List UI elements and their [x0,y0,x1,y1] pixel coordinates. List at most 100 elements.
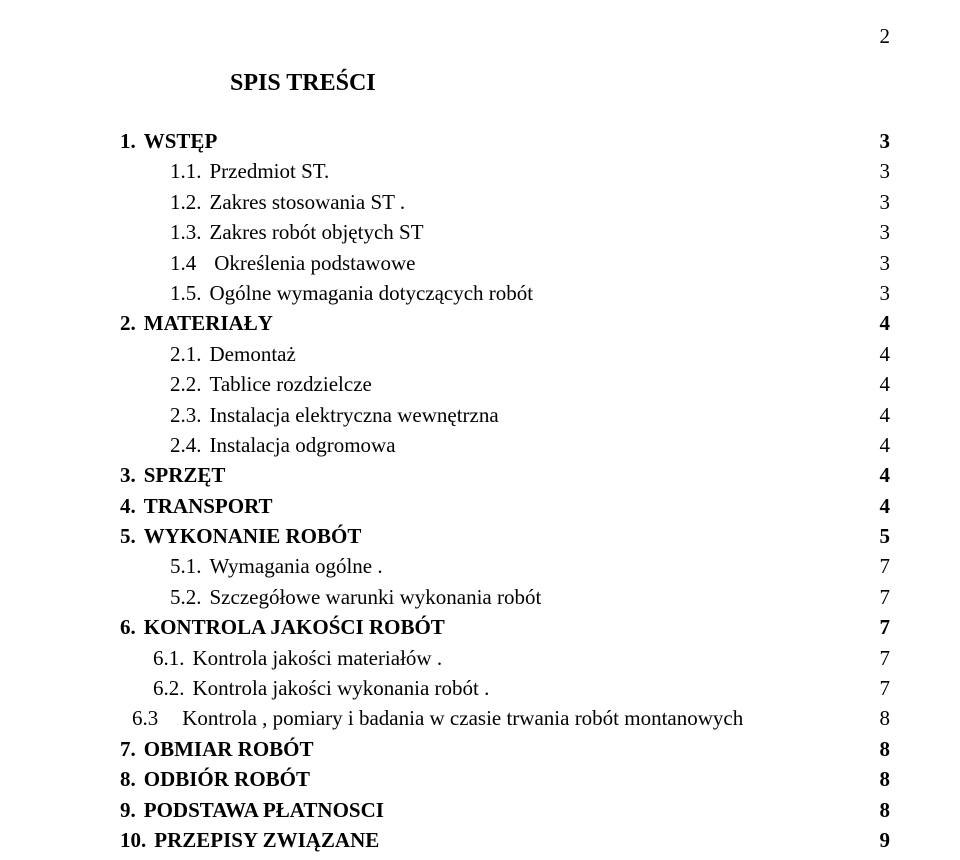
toc-entry: 1.1.Przedmiot ST.3 [120,157,890,186]
toc-entry: 6.1.Kontrola jakości materiałów .7 [120,644,890,673]
toc-entry-page: 8 [860,796,890,825]
toc-title: SPIS TREŚCI [230,70,890,97]
toc-entry-page: 7 [860,644,890,673]
toc-entry-label: OBMIAR ROBÓT [144,735,314,764]
toc-entry: 1.4Określenia podstawowe3 [120,249,890,278]
toc-content: SPIS TREŚCI 1.WSTĘP31.1.Przedmiot ST.31.… [0,0,960,855]
toc-entry-number: 10. [120,826,146,855]
toc-entry-left: 10. PRZEPISY ZWIĄZANE [120,826,860,855]
toc-entry-label: Przedmiot ST. [210,157,330,186]
toc-entry-page: 7 [860,552,890,581]
toc-entry-page: 4 [860,461,890,490]
toc-entry-page: 8 [860,765,890,794]
toc-entry-number: 3. [120,461,136,490]
toc-entry-label: Zakres robót objętych ST [210,218,424,247]
toc-entry-page: 7 [860,583,890,612]
toc-entry-number: 2. [120,309,136,338]
toc-entry: 2. MATERIAŁY 4 [120,309,890,338]
toc-entry-page: 3 [860,157,890,186]
toc-entry-left: 7. OBMIAR ROBÓT [120,735,860,764]
toc-entry-label: Kontrola jakości wykonania robót . [193,674,490,703]
toc-entry-number: 1.2. [170,188,202,217]
toc-entry: 5. WYKONANIE ROBÓT 5 [120,522,890,551]
toc-entry: 1.2. Zakres stosowania ST . 3 [120,188,890,217]
toc-entry: 7. OBMIAR ROBÓT 8 [120,735,890,764]
toc-entry: 2.4.Instalacja odgromowa4 [120,431,890,460]
toc-entry-label: PRZEPISY ZWIĄZANE [154,826,379,855]
toc-entry: 6.2. Kontrola jakości wykonania robót . 7 [120,674,890,703]
toc-entry-number: 2.3. [170,401,202,430]
toc-entry-page: 4 [860,340,890,369]
toc-entry-number: 1. [120,127,136,156]
toc-entry-number: 7. [120,735,136,764]
toc-entry: 8. ODBIÓR ROBÓT 8 [120,765,890,794]
toc-entry-label: Tablice rozdzielcze [210,370,372,399]
toc-entry-left: 2.3. Instalacja elektryczna wewnętrzna [170,401,860,430]
toc-entry-page: 3 [860,188,890,217]
toc-entry-number: 6. [120,613,136,642]
toc-entry-label: Wymagania ogólne . [210,552,383,581]
toc-entry-label: Demontaż [210,340,296,369]
toc-entry-label: WYKONANIE ROBÓT [144,522,362,551]
toc-entry-page: 4 [860,492,890,521]
toc-entry-label: MATERIAŁY [144,309,273,338]
toc-entry-number: 9. [120,796,136,825]
toc-entry-number: 6.3 [132,704,158,733]
toc-entry: 1.5.Ogólne wymagania dotyczących robót3 [120,279,890,308]
toc-entry-left: 3. SPRZĘT [120,461,860,490]
toc-entry-page: 7 [860,613,890,642]
toc-entry: 5.1. Wymagania ogólne . 7 [120,552,890,581]
toc-entry: 9. PODSTAWA PŁATNOSCI 8 [120,796,890,825]
toc-entry-page: 5 [860,522,890,551]
toc-entry-label: Szczegółowe warunki wykonania robót [210,583,542,612]
toc-entry-left: 1.4Określenia podstawowe [170,249,860,278]
toc-entry-left: 1.5.Ogólne wymagania dotyczących robót [170,279,860,308]
toc-list: 1.WSTĘP31.1.Przedmiot ST.31.2.Zakres sto… [120,127,890,855]
toc-entry: 2.1. Demontaż 4 [120,340,890,369]
toc-entry-page: 4 [860,401,890,430]
toc-entry-label: SPRZĘT [144,461,226,490]
toc-entry-label: Zakres stosowania ST . [210,188,406,217]
toc-entry-left: 2. MATERIAŁY [120,309,860,338]
toc-entry-left: 5. WYKONANIE ROBÓT [120,522,860,551]
toc-entry-number: 1.5. [170,279,202,308]
toc-entry-label: ODBIÓR ROBÓT [144,765,310,794]
toc-entry-page: 3 [860,127,890,156]
toc-entry-label: Instalacja elektryczna wewnętrzna [210,401,499,430]
toc-entry-left: 5.1. Wymagania ogólne . [170,552,860,581]
toc-entry-left: 1.3.Zakres robót objętych ST [170,218,860,247]
toc-entry: 1.WSTĘP3 [120,127,890,156]
toc-entry-page: 8 [860,704,890,733]
toc-entry: 5.2. Szczegółowe warunki wykonania robót 7 [120,583,890,612]
toc-entry-label: TRANSPORT [144,492,273,521]
toc-entry-left: 4. TRANSPORT [120,492,860,521]
toc-entry-left: 8. ODBIÓR ROBÓT [120,765,860,794]
toc-entry-page: 3 [860,249,890,278]
page-number: 2 [880,24,891,49]
toc-entry-page: 4 [860,431,890,460]
toc-entry-left: 5.2. Szczegółowe warunki wykonania robót [170,583,860,612]
toc-entry: 4. TRANSPORT 4 [120,492,890,521]
toc-entry-left: 1.WSTĘP [120,127,860,156]
toc-entry-number: 5.1. [170,552,202,581]
toc-entry-number: 4. [120,492,136,521]
toc-entry-left: 2.4.Instalacja odgromowa [170,431,860,460]
toc-entry-left: 1.1.Przedmiot ST. [170,157,860,186]
toc-entry-page: 4 [860,370,890,399]
toc-entry-page: 3 [860,218,890,247]
toc-entry-page: 7 [860,674,890,703]
toc-entry-number: 2.1. [170,340,202,369]
toc-entry-label: PODSTAWA PŁATNOSCI [144,796,384,825]
toc-entry: 6.KONTROLA JAKOŚCI ROBÓT7 [120,613,890,642]
toc-entry-number: 5.2. [170,583,202,612]
toc-entry-left: 9. PODSTAWA PŁATNOSCI [120,796,860,825]
toc-entry-page: 3 [860,279,890,308]
toc-entry-page: 4 [860,309,890,338]
toc-entry-page: 8 [860,735,890,764]
toc-entry-number: 5. [120,522,136,551]
toc-entry-number: 6.2. [153,674,185,703]
toc-entry-left: 2.2.Tablice rozdzielcze [170,370,860,399]
toc-entry-number: 8. [120,765,136,794]
toc-entry: 2.2.Tablice rozdzielcze4 [120,370,890,399]
toc-entry-left: 6.1.Kontrola jakości materiałów . [153,644,860,673]
